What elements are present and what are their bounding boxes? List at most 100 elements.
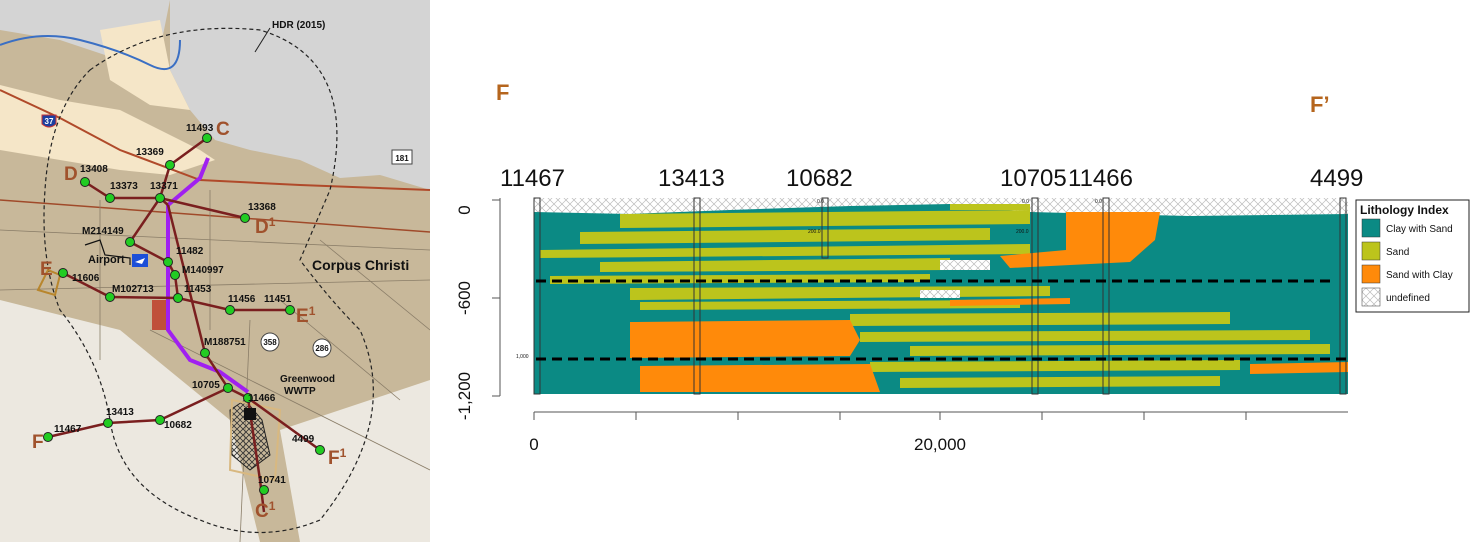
airport-boundary [84, 239, 131, 265]
well-point [225, 305, 235, 315]
well-point [200, 348, 210, 358]
wwtp-icon [244, 408, 256, 420]
section-well-label: 10682 [786, 165, 853, 192]
legend-label: Clay with Sand [1386, 224, 1453, 235]
well-points [43, 133, 325, 495]
y-tick-label: 0 [455, 205, 474, 214]
borehole [1339, 197, 1347, 395]
well-label: 11606 [72, 273, 100, 284]
well-point [103, 418, 113, 428]
well-point [173, 293, 183, 303]
river [0, 35, 181, 71]
lithology-section [534, 198, 1348, 394]
well-point [259, 485, 269, 495]
legend-swatch [1361, 241, 1381, 261]
lithology-sand [540, 204, 1330, 388]
section-well-label: 4499 [1310, 165, 1363, 192]
well-label: 13408 [80, 164, 108, 175]
well-point [163, 257, 173, 267]
location-map: HDR (2015) 37 181 358 286 Airport Greenw… [0, 0, 430, 542]
legend-title: Lithology Index [1360, 203, 1449, 217]
well-point [170, 270, 180, 280]
well-label: M188751 [204, 337, 246, 348]
well-label: 10705 [192, 380, 220, 391]
lithology-undefined-top [534, 198, 1348, 216]
study-area-outline [43, 27, 374, 534]
legend-label: undefined [1386, 293, 1430, 304]
well-point [240, 213, 250, 223]
borehole [693, 197, 701, 395]
well-point [165, 160, 175, 170]
y-tick-label: -600 [455, 281, 474, 315]
depth-mark: 0.0 [817, 199, 824, 205]
airport-label: Airport [88, 254, 125, 266]
well-point [43, 432, 53, 442]
well-label: M140997 [182, 265, 224, 276]
section-start-label: F [496, 80, 509, 105]
cross-section-svg: F F’ 11467 13413 10682 10705 11466 4499 [455, 80, 1470, 454]
lithology-undefined-patch [920, 290, 960, 298]
well-label: 11456 [228, 294, 256, 305]
well-label: 11451 [264, 294, 292, 305]
section-well-label: 11467 [500, 165, 565, 192]
nueces-bay [170, 0, 430, 190]
endpoint-f1: F1 [328, 446, 347, 469]
depth-mark: 0.0 [1095, 199, 1102, 205]
well-point [285, 305, 295, 315]
well-point [58, 268, 68, 278]
well-label: M102713 [112, 284, 154, 295]
x-tick-label: 20,000 [914, 435, 966, 454]
section-well-label: 13413 [658, 165, 725, 192]
endpoint-c: C [216, 119, 230, 140]
well-point [243, 393, 253, 403]
map-svg: HDR (2015) 37 181 358 286 Airport Greenw… [0, 0, 430, 542]
wwtp-label-2: WWTP [284, 386, 316, 397]
well-point [105, 292, 115, 302]
highway-shield-37: 37 [41, 114, 57, 128]
x-tick-label: 0 [529, 435, 538, 454]
y-tick-label: -1,200 [455, 372, 474, 420]
urban-north [100, 20, 190, 110]
endpoint-c1: C1 [255, 499, 276, 522]
wwtp-label-1: Greenwood [280, 374, 335, 385]
city-label: Corpus Christi [312, 257, 409, 273]
well-point [125, 237, 135, 247]
well-label: 11467 [54, 424, 82, 435]
well-label: 13371 [150, 181, 178, 192]
airport-plane-glyph [135, 258, 145, 264]
depth-mark: 200.0 [1016, 229, 1029, 235]
section-endpoints: C C1 D D1 E E1 F F1 [32, 119, 347, 522]
legend-label: Sand with Clay [1386, 270, 1453, 281]
airport-zone [152, 300, 170, 330]
well-label: 13413 [106, 407, 134, 418]
highway-shield-181: 181 [391, 149, 413, 165]
svg-text:181: 181 [395, 154, 409, 163]
endpoint-d: D [64, 164, 78, 185]
map-rural-area-east [280, 380, 430, 542]
endpoint-e: E [40, 259, 53, 280]
well-label: 11453 [184, 284, 212, 295]
depth-mark: 0.0 [1022, 199, 1029, 205]
well-label: 4499 [292, 434, 315, 445]
highway-shield-358: 358 [260, 332, 280, 352]
well-point [80, 177, 90, 187]
endpoint-f: F [32, 432, 44, 453]
endpoint-e1: E1 [296, 304, 316, 327]
section-well-label: 10705 [1000, 165, 1067, 192]
well-label: 10741 [258, 475, 286, 486]
borehole [821, 197, 829, 259]
city-outline-south [228, 398, 282, 482]
pipeline [166, 157, 250, 394]
lithology-undefined-patch [940, 260, 990, 270]
endpoint-d1: D1 [255, 215, 276, 238]
well-point [223, 383, 233, 393]
svg-text:286: 286 [315, 344, 329, 353]
legend-label: Sand [1386, 247, 1409, 258]
well-label: 10682 [164, 420, 192, 431]
well-label: 11482 [176, 246, 204, 257]
well-point [155, 415, 165, 425]
depth-mark: 1,000 [516, 354, 529, 360]
urban-strip [0, 85, 215, 175]
well-point [105, 193, 115, 203]
section-end-label: F’ [1310, 92, 1330, 117]
